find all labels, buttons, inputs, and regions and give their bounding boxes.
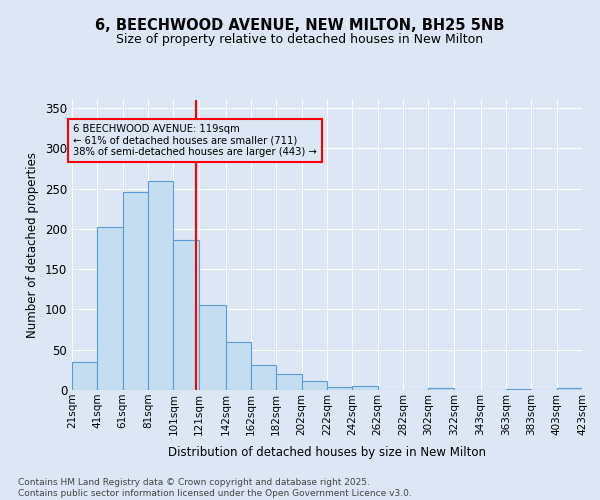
Bar [72, 362, 97, 390]
Text: 6 BEECHWOOD AVENUE: 119sqm
← 61% of detached houses are smaller (711)
38% of sem: 6 BEECHWOOD AVENUE: 119sqm ← 61% of deta… [73, 124, 317, 158]
Bar [327, 387, 352, 390]
Bar [97, 228, 123, 390]
Bar [506, 389, 531, 390]
Bar [276, 374, 302, 390]
Bar [199, 304, 226, 390]
Bar [148, 182, 173, 390]
Bar [123, 192, 148, 390]
Bar [173, 240, 199, 390]
Bar [302, 381, 327, 390]
Text: 6, BEECHWOOD AVENUE, NEW MILTON, BH25 5NB: 6, BEECHWOOD AVENUE, NEW MILTON, BH25 5N… [95, 18, 505, 32]
Text: Contains HM Land Registry data © Crown copyright and database right 2025.
Contai: Contains HM Land Registry data © Crown c… [18, 478, 412, 498]
Bar [352, 386, 378, 390]
Bar [251, 365, 276, 390]
Bar [226, 342, 251, 390]
Text: Size of property relative to detached houses in New Milton: Size of property relative to detached ho… [116, 32, 484, 46]
Bar [557, 388, 582, 390]
X-axis label: Distribution of detached houses by size in New Milton: Distribution of detached houses by size … [168, 446, 486, 459]
Bar [428, 388, 454, 390]
Y-axis label: Number of detached properties: Number of detached properties [26, 152, 40, 338]
